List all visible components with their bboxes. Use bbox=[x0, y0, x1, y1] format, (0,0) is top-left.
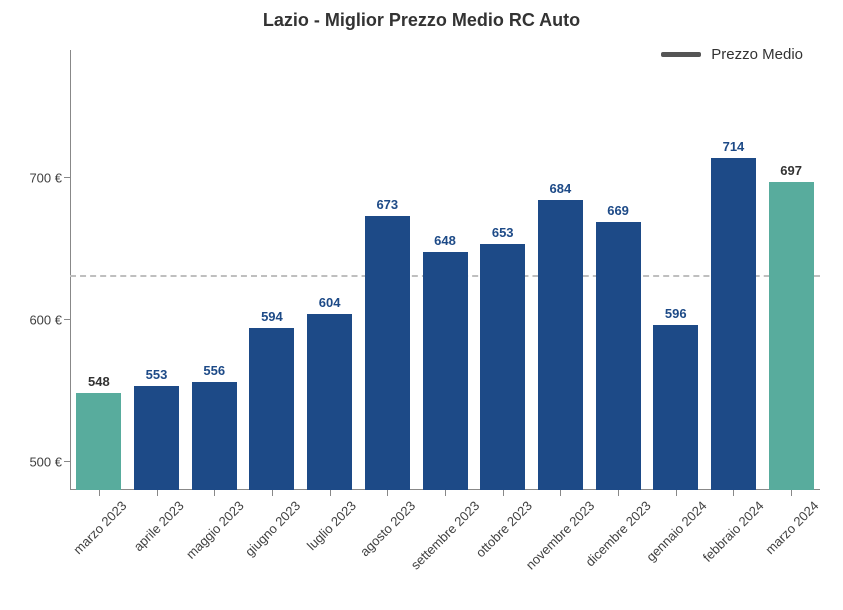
bar: 596 bbox=[653, 325, 698, 490]
x-tick-label: settembre 2023 bbox=[408, 498, 482, 572]
x-tick-label: agosto 2023 bbox=[357, 498, 418, 559]
chart-container: Lazio - Miglior Prezzo Medio RC Auto Pre… bbox=[0, 0, 843, 610]
y-axis bbox=[70, 50, 71, 490]
bar: 553 bbox=[134, 386, 179, 490]
x-tick bbox=[733, 490, 734, 496]
y-tick-label: 500 € bbox=[29, 454, 62, 469]
x-tick bbox=[503, 490, 504, 496]
x-tick bbox=[560, 490, 561, 496]
x-tick-label: luglio 2023 bbox=[303, 498, 358, 553]
bar-value-label: 684 bbox=[550, 181, 572, 196]
bar-value-label: 714 bbox=[723, 139, 745, 154]
y-tick bbox=[64, 177, 70, 178]
bar: 669 bbox=[596, 222, 641, 490]
x-tick-label: aprile 2023 bbox=[130, 498, 186, 554]
y-tick-label: 600 € bbox=[29, 312, 62, 327]
x-tick bbox=[618, 490, 619, 496]
x-tick bbox=[272, 490, 273, 496]
bar: 648 bbox=[423, 252, 468, 490]
bar: 604 bbox=[307, 314, 352, 490]
x-tick-label: giugno 2023 bbox=[242, 498, 303, 559]
bar-value-label: 697 bbox=[780, 163, 802, 178]
bar: 594 bbox=[249, 328, 294, 490]
bar-value-label: 596 bbox=[665, 306, 687, 321]
bar-value-label: 604 bbox=[319, 295, 341, 310]
x-tick bbox=[214, 490, 215, 496]
x-tick bbox=[99, 490, 100, 496]
chart-title: Lazio - Miglior Prezzo Medio RC Auto bbox=[0, 10, 843, 31]
y-tick bbox=[64, 319, 70, 320]
bar-value-label: 669 bbox=[607, 203, 629, 218]
x-tick bbox=[387, 490, 388, 496]
bar: 714 bbox=[711, 158, 756, 490]
x-tick bbox=[157, 490, 158, 496]
bar-value-label: 594 bbox=[261, 309, 283, 324]
bar-value-label: 653 bbox=[492, 225, 514, 240]
x-tick bbox=[445, 490, 446, 496]
bar: 673 bbox=[365, 216, 410, 490]
x-tick-label: marzo 2023 bbox=[70, 498, 129, 557]
bar-value-label: 553 bbox=[146, 367, 168, 382]
bar: 556 bbox=[192, 382, 237, 490]
plot-area: 500 €600 €700 €548marzo 2023553aprile 20… bbox=[70, 50, 820, 490]
bar: 697 bbox=[769, 182, 814, 490]
y-tick bbox=[64, 461, 70, 462]
bar-value-label: 673 bbox=[376, 197, 398, 212]
bar-value-label: 648 bbox=[434, 233, 456, 248]
bar-value-label: 556 bbox=[203, 363, 225, 378]
x-tick-label: marzo 2024 bbox=[762, 498, 821, 557]
x-tick bbox=[676, 490, 677, 496]
bar: 653 bbox=[480, 244, 525, 490]
bar-value-label: 548 bbox=[88, 374, 110, 389]
x-tick-label: febbraio 2024 bbox=[700, 498, 767, 565]
x-tick bbox=[791, 490, 792, 496]
bar: 548 bbox=[76, 393, 121, 490]
x-tick-label: maggio 2023 bbox=[183, 498, 247, 562]
x-tick bbox=[330, 490, 331, 496]
y-tick-label: 700 € bbox=[29, 170, 62, 185]
bar: 684 bbox=[538, 200, 583, 490]
